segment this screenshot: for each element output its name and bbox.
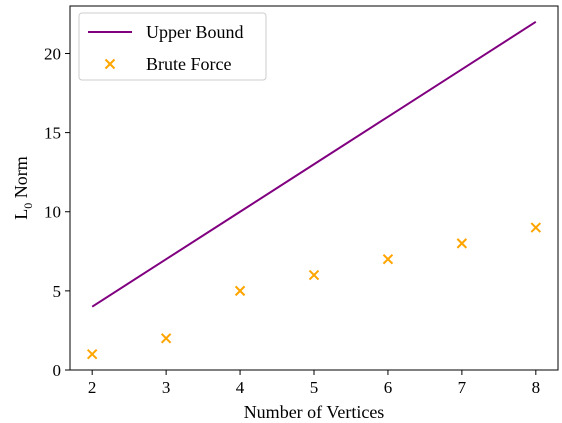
x-tick-label: 2 [88, 378, 97, 397]
brute-force-series [86, 222, 542, 360]
legend-x-marker [104, 58, 116, 70]
x-axis-ticks: 2 3 4 5 6 7 8 [88, 370, 540, 397]
x-tick-label: 4 [236, 378, 245, 397]
upper-bound-series [91, 20, 537, 308]
brute-force-point [456, 238, 468, 249]
upper-bound-line [91, 20, 537, 308]
x-tick-label: 6 [384, 378, 393, 397]
legend-box [78, 12, 267, 81]
brute-force-point [234, 285, 246, 297]
x-tick-label: 7 [458, 378, 467, 397]
y-tick-label: 15 [44, 124, 61, 143]
x-tick-label: 8 [532, 378, 541, 397]
brute-force-point [530, 222, 542, 233]
x-tick-label: 3 [162, 378, 171, 397]
y-axis-label-main: L [11, 209, 31, 220]
y-tick-label: 5 [53, 282, 62, 301]
y-tick-label: 0 [53, 361, 62, 380]
y-axis-ticks: 0 5 10 15 20 [44, 44, 70, 380]
legend-label-upper-bound: Upper Bound [146, 22, 244, 42]
brute-force-point [308, 269, 320, 281]
x-axis-label: Number of Vertices [244, 402, 385, 422]
y-axis-label: L0 Norm [11, 156, 35, 220]
y-tick-label: 10 [44, 203, 61, 222]
y-axis-label-rest: Norm [11, 156, 31, 203]
brute-force-point [86, 348, 98, 360]
legend: Upper Bound Brute Force [78, 12, 267, 81]
y-tick-label: 20 [44, 44, 61, 63]
y-axis-label-subscript: 0 [21, 203, 35, 209]
brute-force-point [160, 333, 172, 344]
legend-marker-brute-force [104, 58, 116, 70]
legend-label-brute-force: Brute Force [146, 54, 231, 74]
brute-force-point [382, 254, 394, 265]
x-tick-label: 5 [310, 378, 319, 397]
